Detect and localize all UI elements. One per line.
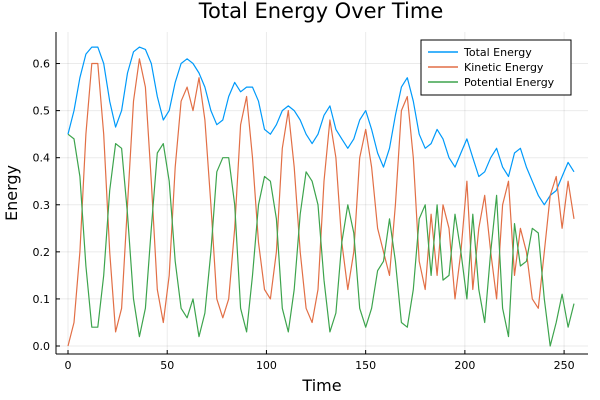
legend-label-potential-energy: Potential Energy	[464, 76, 555, 89]
y-tick-label: 0.0	[33, 340, 51, 353]
y-axis-label: Energy	[2, 165, 21, 221]
legend-label-total-energy: Total Energy	[463, 46, 532, 59]
x-axis-label: Time	[301, 376, 341, 395]
y-tick-label: 0.5	[33, 105, 51, 118]
y-tick-label: 0.1	[33, 293, 51, 306]
x-tick-label: 50	[160, 359, 174, 372]
y-tick-label: 0.6	[33, 58, 51, 71]
series-layer	[67, 46, 575, 347]
x-tick-label: 250	[554, 359, 575, 372]
legend-label-kinetic-energy: Kinetic Energy	[464, 61, 544, 74]
series-line-kinetic-energy	[67, 58, 575, 347]
x-tick-label: 150	[355, 359, 376, 372]
legend: Total Energy Kinetic Energy Potential Ener…	[420, 39, 572, 96]
y-tick-label: 0.3	[33, 199, 51, 212]
series-line-potential-energy	[67, 133, 575, 347]
x-tick-label: 100	[256, 359, 277, 372]
y-tick-label: 0.2	[33, 246, 51, 259]
x-tick-label: 200	[454, 359, 475, 372]
plot-frame	[55, 32, 588, 355]
x-tick-label: 0	[65, 359, 72, 372]
chart-title: Total Energy Over Time	[198, 0, 444, 23]
series-line-total-energy	[67, 46, 575, 206]
y-axis-ticks: 0.0 0.1 0.2 0.3 0.4 0.5 0.6	[33, 58, 60, 353]
y-tick-label: 0.4	[33, 152, 51, 165]
x-axis-ticks: 0 50 100 150 200 250	[65, 350, 575, 372]
